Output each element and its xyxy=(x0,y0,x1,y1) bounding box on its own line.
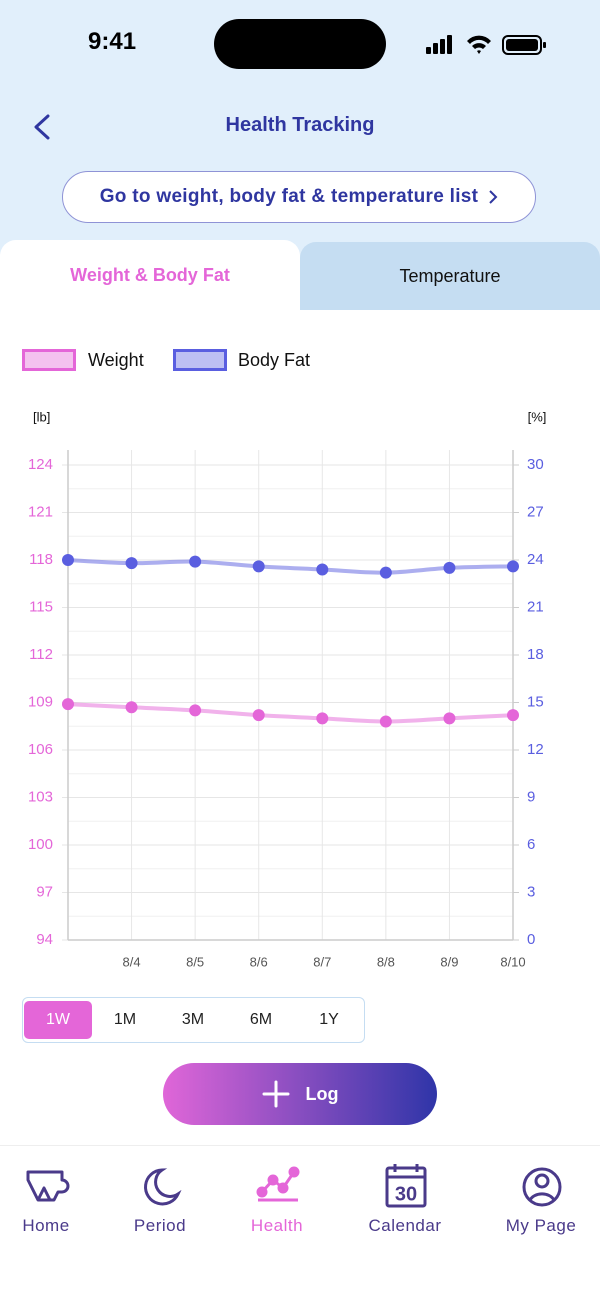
legend-swatch xyxy=(22,349,76,371)
data-point xyxy=(443,561,456,574)
y-tick-label: 97 xyxy=(36,883,53,900)
data-point xyxy=(252,709,265,722)
nav-label[interactable]: Home xyxy=(22,1216,70,1235)
tab[interactable]: Weight & Body Fat xyxy=(0,240,300,310)
data-point xyxy=(507,709,519,722)
page-title: Health Tracking xyxy=(225,114,375,136)
range-selector xyxy=(22,997,365,1043)
y-tick-label: 100 xyxy=(28,836,53,853)
nav-label[interactable]: Calendar xyxy=(368,1216,442,1235)
mypage-icon[interactable] xyxy=(522,1167,562,1207)
data-point xyxy=(316,563,329,576)
health-icon[interactable] xyxy=(256,1166,300,1202)
data-point xyxy=(62,554,74,566)
calendar-icon-text: 30 xyxy=(395,1183,417,1205)
y2-tick-label: 18 xyxy=(527,646,544,663)
range-option[interactable]: 3M xyxy=(181,1011,205,1028)
y2-tick-label: 30 xyxy=(527,456,544,473)
x-tick-label: 8/7 xyxy=(313,954,331,969)
y2-tick-label: 27 xyxy=(527,503,544,520)
data-point xyxy=(125,701,138,714)
range-option[interactable]: 6M xyxy=(249,1011,273,1028)
y2-axis-unit: [%] xyxy=(528,409,547,424)
y-tick-label: 94 xyxy=(36,931,53,948)
y2-tick-label: 12 xyxy=(527,741,544,758)
y-tick-label: 106 xyxy=(28,741,53,758)
plus-icon xyxy=(262,1080,289,1108)
x-tick-label: 8/5 xyxy=(186,954,204,969)
y2-tick-label: 3 xyxy=(527,883,535,900)
y-tick-label: 121 xyxy=(28,503,53,520)
tab[interactable]: Temperature xyxy=(300,242,600,310)
nav-label[interactable]: Health xyxy=(250,1216,304,1235)
y-axis-unit: [lb] xyxy=(33,409,50,424)
y2-tick-label: 9 xyxy=(527,788,535,805)
nav-label[interactable]: My Page xyxy=(505,1216,577,1235)
nav-icons: 30 xyxy=(26,1164,562,1208)
range-option[interactable]: 1M xyxy=(113,1011,137,1028)
list-button-label: Go to weight, body fat & temperature lis… xyxy=(99,186,479,207)
status-icons xyxy=(426,35,546,55)
data-point xyxy=(379,566,392,579)
home-icon[interactable] xyxy=(26,1170,70,1202)
data-point xyxy=(379,715,392,728)
status-time: 9:41 xyxy=(88,28,137,55)
y-tick-label: 103 xyxy=(28,788,53,805)
x-tick-label: 8/9 xyxy=(440,954,458,969)
nav-label[interactable]: Period xyxy=(133,1216,187,1235)
range-option[interactable]: 1Y xyxy=(319,1011,339,1028)
list-button[interactable]: Go to weight, body fat & temperature lis… xyxy=(62,171,536,223)
bottom-nav xyxy=(0,1145,600,1304)
dynamic-island xyxy=(214,19,386,69)
y2-tick-label: 6 xyxy=(527,836,535,853)
y2-tick-label: 15 xyxy=(527,693,544,710)
data-point xyxy=(189,704,202,717)
y-tick-label: 118 xyxy=(29,551,53,568)
period-icon[interactable] xyxy=(144,1168,182,1206)
log-button[interactable]: Log xyxy=(163,1063,437,1125)
y-tick-label: 109 xyxy=(28,693,53,710)
data-point xyxy=(507,560,519,573)
legend-label: Weight xyxy=(88,350,144,370)
legend-label: Body Fat xyxy=(238,350,311,370)
range-option[interactable]: 1W xyxy=(24,1001,92,1039)
y2-tick-label: 24 xyxy=(527,551,544,568)
data-point xyxy=(189,555,202,568)
x-tick-label: 8/10 xyxy=(500,954,525,969)
data-point xyxy=(443,712,456,725)
y2-tick-label: 21 xyxy=(527,598,544,615)
x-tick-label: 8/8 xyxy=(377,954,395,969)
chart: [lb] [%] 94 97 100 103 106 109 112 115 118 121 124… xyxy=(28,409,547,969)
y-tick-label: 115 xyxy=(29,598,53,615)
legend-swatch xyxy=(173,349,227,371)
log-button-label: Log xyxy=(305,1083,339,1104)
x-tick-label: 8/4 xyxy=(123,954,141,969)
data-point xyxy=(125,557,138,570)
back-button[interactable] xyxy=(30,112,54,142)
y2-tick-label: 0 xyxy=(527,931,535,948)
chevron-icon xyxy=(489,190,498,204)
data-point xyxy=(62,698,74,711)
y-tick-label: 124 xyxy=(28,456,53,473)
x-tick-label: 8/6 xyxy=(250,954,268,969)
data-point xyxy=(316,712,329,725)
y-tick-label: 112 xyxy=(29,646,53,663)
calendar-icon[interactable]: 30 xyxy=(385,1164,427,1208)
data-point xyxy=(252,560,265,573)
